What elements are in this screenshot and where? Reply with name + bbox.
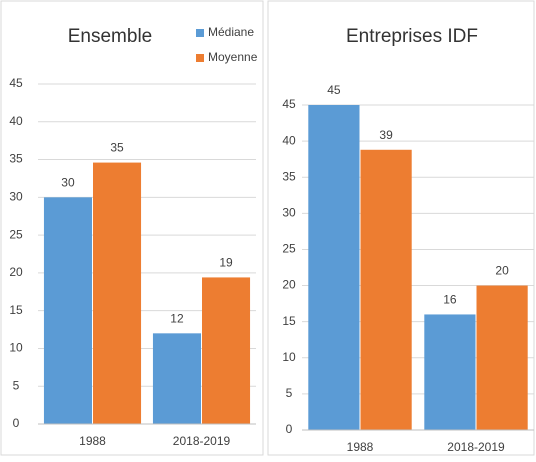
x-tick-label: 2018-2019 — [447, 440, 505, 454]
data-label: 12 — [170, 312, 184, 326]
data-label: 30 — [61, 176, 75, 190]
y-tick-label: 10 — [282, 350, 296, 364]
legend-swatch — [196, 29, 204, 37]
y-tick-label: 25 — [282, 242, 296, 256]
y-tick-label: 20 — [282, 278, 296, 292]
y-tick-label: 20 — [9, 265, 23, 279]
y-tick-label: 0 — [286, 422, 293, 436]
y-tick-label: 10 — [9, 341, 23, 355]
x-tick-label: 1988 — [79, 434, 106, 448]
y-tick-label: 45 — [282, 97, 296, 111]
data-label: 20 — [495, 264, 509, 278]
bar — [308, 105, 360, 430]
y-tick-label: 40 — [9, 114, 23, 128]
bar — [93, 162, 142, 425]
x-tick-label: 2018-2019 — [173, 434, 231, 448]
y-tick-label: 30 — [282, 206, 296, 220]
data-label: 39 — [379, 128, 393, 142]
legend-swatch — [196, 54, 204, 62]
legend-label: Moyenne — [208, 50, 258, 64]
y-tick-label: 25 — [9, 227, 23, 241]
data-label: 16 — [443, 293, 457, 307]
y-tick-label: 15 — [9, 303, 23, 317]
y-tick-label: 15 — [282, 314, 296, 328]
bar — [476, 285, 528, 430]
data-label: 45 — [327, 83, 341, 97]
legend-label: Médiane — [208, 25, 254, 39]
y-tick-label: 5 — [13, 378, 20, 392]
y-tick-label: 5 — [286, 386, 293, 400]
y-tick-label: 0 — [13, 416, 20, 430]
x-tick-label: 1988 — [347, 440, 374, 454]
bar — [360, 149, 412, 430]
data-label: 35 — [110, 141, 124, 155]
bar — [202, 277, 251, 424]
y-tick-label: 35 — [282, 169, 296, 183]
bar — [424, 314, 476, 430]
y-tick-label: 35 — [9, 152, 23, 166]
bar — [152, 333, 201, 424]
y-tick-label: 30 — [9, 190, 23, 204]
chart-title: Entreprises IDF — [346, 26, 478, 47]
data-label: 19 — [219, 256, 233, 270]
bar — [43, 197, 92, 424]
chart-title: Ensemble — [68, 26, 153, 47]
y-tick-label: 40 — [282, 133, 296, 147]
y-tick-label: 45 — [9, 76, 23, 90]
